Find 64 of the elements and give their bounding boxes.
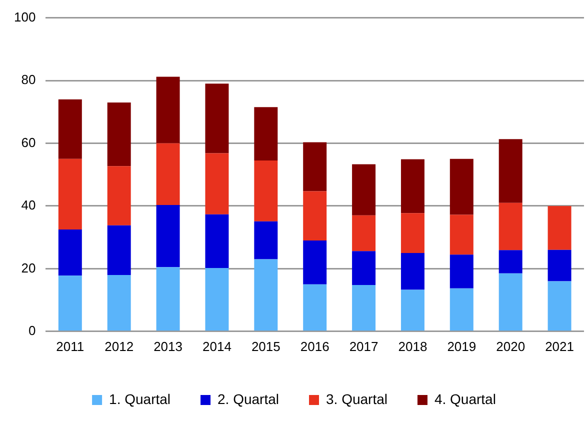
bar [107,166,131,226]
bar [205,214,229,268]
legend-label: 2. Quartal [218,390,280,407]
bar [352,284,376,331]
x-tick-label: 2014 [202,338,232,354]
bar [58,158,82,230]
bar [254,259,278,331]
bar [400,253,424,290]
y-tick-label: 40 [21,198,36,213]
bar [352,251,376,285]
bar [205,268,229,331]
bar [548,250,572,282]
bar [205,153,229,214]
bar [58,99,82,159]
bar [107,274,131,331]
bar [450,158,474,215]
x-tick-label: 2011 [56,338,84,354]
bar [254,221,278,260]
x-tick-label: 2017 [349,338,378,354]
bar [58,276,82,331]
x-tick-label: 2021 [545,338,574,354]
y-tick-label: 0 [28,322,36,338]
bar [107,225,131,275]
bar [450,288,474,331]
bar [156,267,180,331]
bar [400,213,424,253]
x-tick-label: 2018 [398,338,428,354]
bar [156,143,180,206]
bar [450,254,474,288]
y-tick-label: 60 [21,134,36,150]
bar [498,250,522,274]
x-tick-label: 2012 [104,338,134,354]
bar [303,191,327,240]
bar [352,215,376,252]
y-tick-label: 100 [14,9,36,24]
bar [303,240,327,284]
bar [107,102,131,166]
bar [156,205,180,268]
x-tick-label: 2020 [496,338,526,354]
y-tick-label: 20 [21,260,36,276]
bar [548,281,572,331]
bar [352,164,376,216]
bar [205,84,229,154]
bar [303,142,327,192]
bar [58,229,82,276]
legend-label: 1. Quartal [109,390,171,407]
x-tick-label: 2015 [251,338,280,354]
bar [156,76,180,144]
bar [400,290,424,331]
bar [498,139,522,203]
legend-label: 3. Quartal [326,390,388,407]
bar [498,202,522,250]
bar [400,159,424,214]
bar [548,206,572,250]
legend-label: 4. Quartal [434,390,496,407]
x-tick-label: 2019 [447,338,476,354]
bar [498,273,522,331]
y-tick-label: 80 [21,72,36,88]
bar [303,284,327,331]
x-tick-label: 2013 [154,338,182,354]
bar [450,214,474,255]
x-tick-label: 2016 [300,338,330,354]
bar [254,107,278,160]
bar [254,160,278,222]
